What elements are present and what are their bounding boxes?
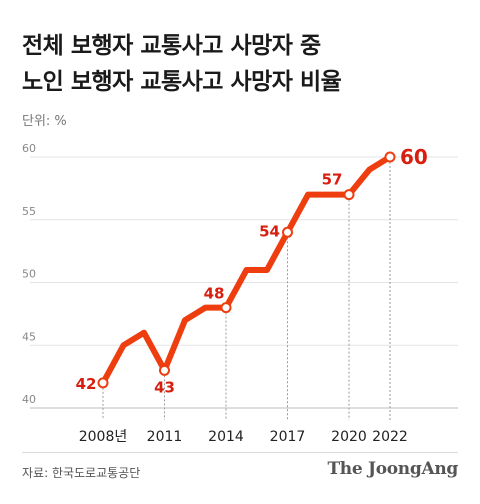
x-axis-ticks: 2008년 2011 2014 2017 2020 2022	[79, 429, 408, 445]
x-tick-label-2020: 2020	[331, 429, 367, 445]
data-point-2017	[282, 226, 293, 238]
y-tick-label-55: 55	[22, 205, 36, 218]
source-note: 자료: 한국도로교통공단	[22, 466, 141, 480]
data-point-2020	[343, 189, 355, 201]
data-point-2008	[97, 377, 109, 389]
data-label-2017: 54	[259, 222, 280, 240]
footer-divider	[22, 452, 458, 453]
x-tick-label-2022: 2022	[372, 429, 408, 445]
title-line-1: 전체 보행자 교통사고 사망자 중	[22, 33, 321, 59]
y-tick-label-40: 40	[22, 393, 36, 406]
grid-layer	[30, 156, 458, 409]
series-line-layer	[100, 154, 393, 386]
chart-title: 전체 보행자 교통사고 사망자 중 노인 보행자 교통사고 사망자 비율	[22, 28, 342, 100]
data-point-layer	[97, 151, 396, 389]
data-point-2022	[384, 151, 396, 163]
y-tick-label-60: 60	[22, 142, 36, 155]
x-tick-label-2008: 2008년	[79, 429, 128, 445]
data-point-2014	[220, 302, 232, 314]
data-label-2011: 43	[154, 378, 175, 396]
x-tick-label-2011: 2011	[147, 429, 183, 445]
y-axis-ticks: 40 45 50 55 60	[22, 142, 36, 406]
y-tick-label-45: 45	[22, 330, 36, 343]
data-point-2011	[159, 364, 170, 376]
unit-label: 단위: %	[22, 114, 67, 129]
data-label-2022: 60	[400, 145, 428, 169]
data-label-2020: 57	[322, 171, 343, 189]
guide-layer	[102, 162, 391, 420]
y-tick-label-50: 50	[22, 268, 36, 281]
title-line-2: 노인 보행자 교통사고 사망자 비율	[22, 69, 342, 95]
brand-logo: The JoongAng	[327, 459, 458, 479]
series-line	[100, 154, 393, 386]
x-tick-label-2017: 2017	[270, 429, 306, 445]
data-label-2008: 42	[76, 375, 97, 393]
data-label-layer: 42 43 48 54 57 60	[76, 145, 428, 396]
data-label-2014: 48	[204, 285, 225, 303]
x-tick-label-2014: 2014	[208, 429, 244, 445]
